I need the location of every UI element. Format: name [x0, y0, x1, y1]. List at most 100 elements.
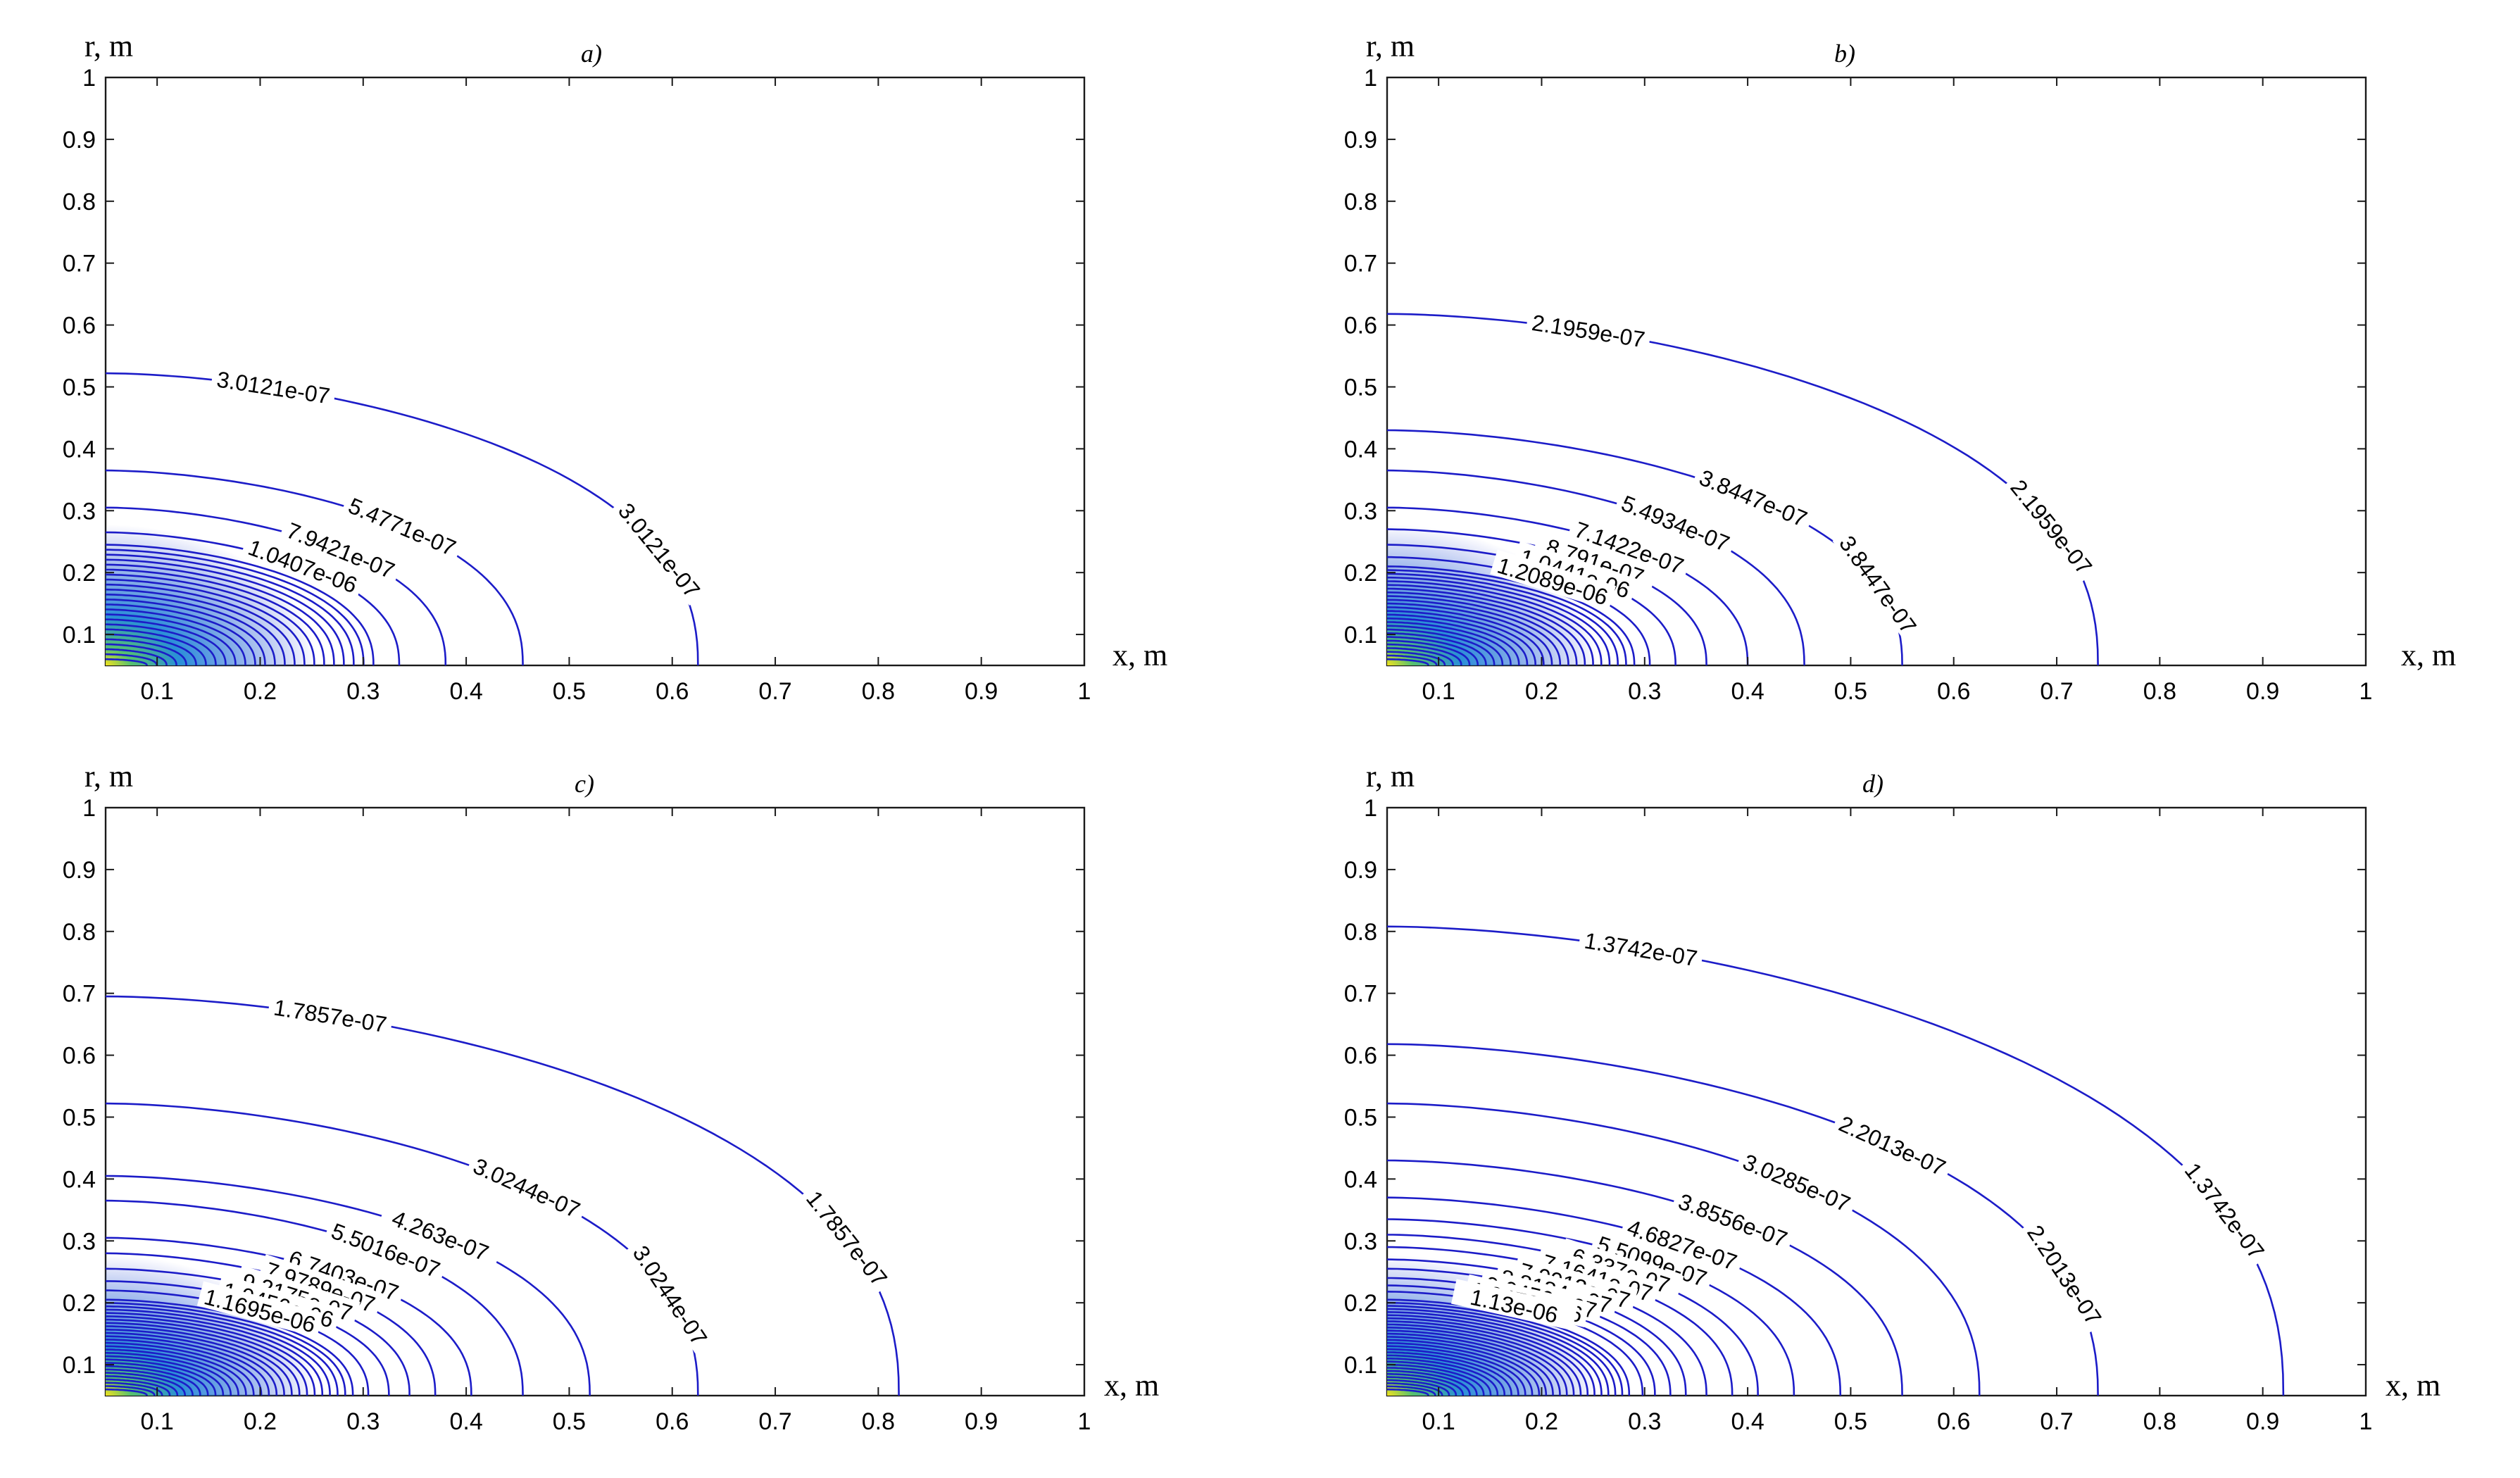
contour-label-bg — [1691, 461, 1816, 533]
inner-contour-line — [1387, 591, 1578, 666]
inner-contour-line — [106, 1365, 201, 1396]
contour-label-bg — [2020, 1215, 2111, 1333]
x-axis-label: x, m — [2401, 638, 2456, 672]
inner-contour-line — [1387, 658, 1429, 666]
inner-contour-line — [105, 1378, 171, 1396]
x-tick-label: 0.9 — [965, 678, 998, 705]
y-tick-label: 0.4 — [63, 1166, 96, 1193]
inner-contour-line — [1387, 1345, 1527, 1396]
inner-contour-line — [106, 1382, 163, 1396]
x-ticks: 0.1 0.2 0.3 0.4 0.5 0.6 0.7 0.8 0.9 1 — [141, 808, 1091, 1435]
contour-label-bg — [1567, 513, 1693, 580]
y-tick-label: 0.4 — [1344, 1166, 1377, 1193]
inner-contour-line — [106, 594, 276, 666]
inner-contour-line — [106, 1348, 239, 1396]
y-axis-label: r, m — [1366, 759, 1415, 794]
y-tick-label: 0.8 — [63, 919, 96, 946]
inner-contour-line — [1387, 647, 1454, 665]
inner-contour-line — [1387, 632, 1487, 666]
y-tick-label: 0.2 — [1344, 1290, 1377, 1317]
x-tick-label: 0.7 — [2040, 678, 2073, 705]
inner-contour-line — [1387, 654, 1438, 665]
x-tick-label: 0.4 — [449, 678, 482, 705]
inner-contour-line — [106, 1372, 186, 1396]
inner-contour-line — [106, 1305, 339, 1396]
inner-contour-line — [106, 643, 177, 665]
inner-contour-line — [106, 633, 197, 665]
inner-contour-line — [106, 628, 207, 666]
inner-contour-line — [106, 563, 335, 666]
y-tick-label: 0.9 — [1344, 127, 1377, 154]
x-tick-label: 0.6 — [1937, 678, 1970, 705]
y-tick-label: 0.3 — [1344, 498, 1377, 525]
x-tick-label: 0.9 — [965, 1408, 998, 1435]
x-tick-label: 0.4 — [1731, 1408, 1764, 1435]
inner-contour-line — [1387, 1342, 1534, 1396]
x-tick-label: 0.8 — [862, 1408, 895, 1435]
inner-contour-line — [1387, 1332, 1554, 1396]
y-ticks: 0.1 0.2 0.3 0.4 0.5 0.6 0.7 0.8 0.9 1 — [1344, 65, 2366, 649]
x-tick-label: 0.8 — [2143, 678, 2176, 705]
x-tick-label: 0.6 — [656, 1408, 689, 1435]
inner-contour-line — [106, 638, 187, 665]
y-tick-label: 1 — [1364, 795, 1377, 822]
y-tick-label: 0.5 — [1344, 1104, 1377, 1131]
contour-label-bg — [2177, 1153, 2274, 1267]
contour-label-bg — [340, 489, 465, 562]
y-axis-label: r, m — [84, 29, 133, 63]
inner-contour-line — [1387, 1329, 1561, 1396]
inner-contour-line — [1387, 621, 1512, 666]
inner-contour-line — [1387, 1348, 1519, 1396]
y-tick-label: 0.6 — [63, 313, 96, 339]
inner-contour-line — [1386, 639, 1471, 666]
inner-contour-line — [1386, 569, 1627, 666]
inner-contour-line — [106, 648, 168, 665]
y-axis-label: r, m — [84, 759, 133, 794]
y-tick-label: 0.4 — [63, 436, 96, 463]
inner-contour-line — [1387, 1363, 1485, 1396]
contour-label-bg — [1490, 549, 1617, 610]
x-ticks: 0.1 0.2 0.3 0.4 0.5 0.6 0.7 0.8 0.9 1 — [141, 77, 1091, 705]
y-tick-label: 1 — [1364, 65, 1377, 92]
panel-b: b) r, m x, m 2.1959e-072.1959e-073.8447e… — [1344, 29, 2457, 705]
contour-label-bg — [1525, 307, 1652, 352]
inner-contour-line — [106, 623, 217, 666]
inner-contour-line — [105, 544, 375, 666]
inner-contour-line — [106, 1322, 301, 1396]
inner-contour-line — [1387, 1327, 1568, 1396]
contour-label-bg — [1589, 1228, 1715, 1292]
panel-a: a) r, m x, m 3.0121e-073.0121e-075.4771e… — [63, 29, 1168, 705]
x-tick-label: 0.5 — [553, 1408, 586, 1435]
x-tick-label: 0.8 — [862, 678, 895, 705]
inner-contour-line — [1387, 1354, 1505, 1396]
y-tick-label: 0.1 — [63, 622, 96, 649]
x-tick-label: 0.1 — [1422, 1408, 1455, 1435]
contour-label-bg — [799, 1181, 897, 1294]
inner-contour-line — [106, 1302, 346, 1396]
x-tick-label: 1 — [2359, 1408, 2373, 1435]
inner-contour-line — [1387, 1385, 1436, 1396]
inner-contour-line — [1387, 1336, 1548, 1396]
inner-contour-line — [106, 1341, 255, 1396]
x-ticks: 0.1 0.2 0.3 0.4 0.5 0.6 0.7 0.8 0.9 1 — [1422, 808, 2373, 1435]
contour-label-bg — [465, 1149, 589, 1224]
inner-contour-line — [106, 1339, 263, 1396]
panel-d: d) r, m x, m 1.3742e-071.3742e-072.2013e… — [1344, 759, 2441, 1435]
inner-contour-line — [1387, 1351, 1512, 1396]
x-tick-label: 1 — [1078, 678, 1091, 705]
inner-contour-line — [1387, 1360, 1492, 1396]
inner-contour-line — [105, 553, 355, 666]
inner-contour-line — [106, 1388, 148, 1396]
x-tick-label: 0.3 — [346, 678, 380, 705]
inner-contour-line — [106, 1352, 232, 1396]
x-tick-label: 0.5 — [1834, 1408, 1867, 1435]
inner-contour-line — [106, 1355, 225, 1396]
contour-label-bg — [611, 493, 710, 606]
y-ticks: 0.1 0.2 0.3 0.4 0.5 0.6 0.7 0.8 0.9 1 — [1344, 795, 2366, 1379]
y-tick-label: 0.6 — [1344, 1043, 1377, 1070]
inner-contour-line — [106, 618, 227, 666]
inner-contour-line — [1387, 1305, 1617, 1396]
contour-label-bg — [1614, 487, 1738, 558]
contour-label-bg — [267, 992, 394, 1037]
y-tick-label: 0.6 — [63, 1043, 96, 1070]
